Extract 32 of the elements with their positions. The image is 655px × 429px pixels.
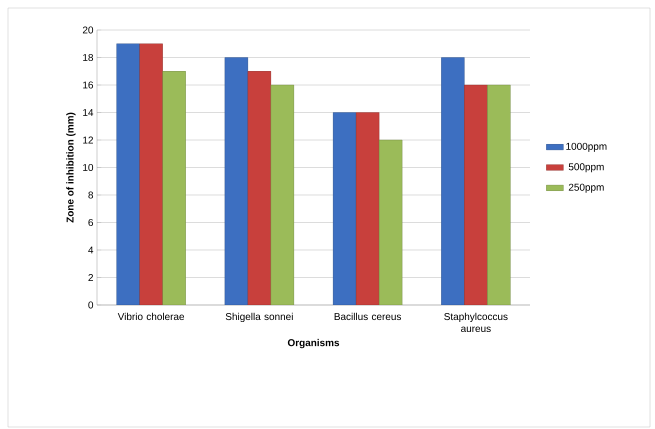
x-tick-label: Staphylcoccus aureus — [444, 312, 508, 332]
y-tick-label: 16 — [83, 81, 94, 89]
bar — [378, 140, 402, 305]
bar — [332, 112, 356, 305]
y-axis-title: Zone of inhibition (mm) — [66, 112, 76, 223]
legend-label: 250ppm — [568, 184, 604, 193]
bar — [270, 84, 294, 305]
y-tick-label: 10 — [83, 164, 94, 172]
y-tick-label: 20 — [82, 26, 94, 34]
bar — [248, 71, 272, 305]
x-tick-label: Bacillus cereus — [334, 312, 402, 320]
y-tick-label: 12 — [83, 136, 93, 144]
bar — [464, 84, 488, 305]
y-tick-label: 2 — [88, 274, 93, 281]
bar — [441, 57, 465, 305]
bar — [162, 71, 186, 305]
y-tick-label: 4 — [88, 246, 94, 254]
y-tick-label: 0 — [88, 301, 94, 309]
bar — [224, 57, 248, 305]
y-tick-label: 6 — [88, 218, 94, 226]
legend-label: 1000ppm — [566, 142, 606, 152]
bar — [139, 44, 163, 305]
y-tick-label: 18 — [83, 54, 94, 62]
bar — [356, 112, 380, 305]
y-tick-label: 14 — [83, 109, 94, 116]
x-tick-label: Vibrio cholerae — [118, 312, 184, 320]
x-tick-label: Shigella sonnei — [226, 312, 293, 322]
legend-label: 500ppm — [568, 163, 604, 172]
x-axis-title: Organisms — [288, 338, 340, 348]
y-tick-label: 8 — [88, 191, 94, 199]
bar — [487, 84, 511, 305]
bar — [116, 44, 140, 305]
